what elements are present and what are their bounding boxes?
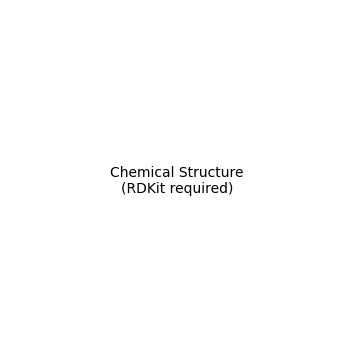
Text: Chemical Structure
(RDKit required): Chemical Structure (RDKit required) [110,166,244,196]
